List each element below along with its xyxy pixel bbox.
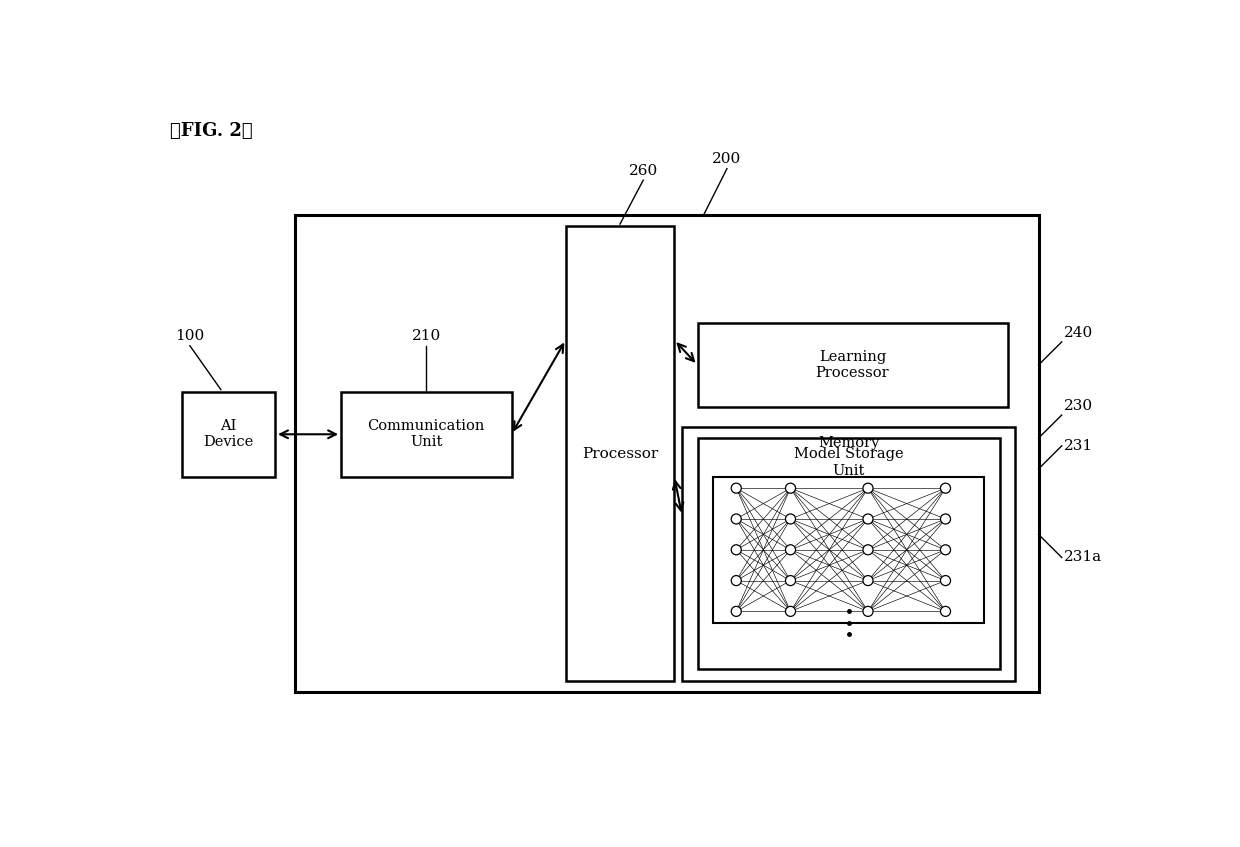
Circle shape <box>785 576 796 585</box>
Circle shape <box>940 606 951 617</box>
Circle shape <box>732 483 742 493</box>
Text: Model Storage
Unit: Model Storage Unit <box>794 447 904 478</box>
Text: 100: 100 <box>175 329 205 343</box>
Circle shape <box>785 606 796 617</box>
Text: Learning
Processor: Learning Processor <box>816 350 889 380</box>
Text: 231: 231 <box>1064 439 1094 453</box>
Circle shape <box>863 514 873 524</box>
Bar <box>295 215 1039 692</box>
Circle shape <box>863 483 873 493</box>
Text: Communication
Unit: Communication Unit <box>367 419 485 450</box>
Bar <box>682 427 1016 681</box>
Text: 【FIG. 2】: 【FIG. 2】 <box>171 123 253 141</box>
Text: AI
Device: AI Device <box>203 419 254 450</box>
Bar <box>697 323 1007 407</box>
Text: 200: 200 <box>712 152 742 166</box>
Bar <box>565 226 675 681</box>
Circle shape <box>732 606 742 617</box>
Text: 231a: 231a <box>1064 551 1102 564</box>
Circle shape <box>863 606 873 617</box>
Text: Processor: Processor <box>582 446 658 461</box>
Circle shape <box>785 545 796 555</box>
Circle shape <box>940 576 951 585</box>
Circle shape <box>940 483 951 493</box>
Bar <box>182 392 275 477</box>
Circle shape <box>863 576 873 585</box>
Circle shape <box>785 483 796 493</box>
Bar <box>341 392 511 477</box>
Text: 260: 260 <box>629 163 658 178</box>
Circle shape <box>732 545 742 555</box>
Circle shape <box>732 576 742 585</box>
Text: 240: 240 <box>1064 326 1094 340</box>
Text: Memory: Memory <box>818 436 879 450</box>
Text: 230: 230 <box>1064 400 1094 413</box>
Text: 210: 210 <box>412 329 441 343</box>
Circle shape <box>940 514 951 524</box>
Bar <box>713 477 985 623</box>
Circle shape <box>732 514 742 524</box>
Circle shape <box>940 545 951 555</box>
Circle shape <box>785 514 796 524</box>
Bar <box>697 438 999 669</box>
Circle shape <box>863 545 873 555</box>
